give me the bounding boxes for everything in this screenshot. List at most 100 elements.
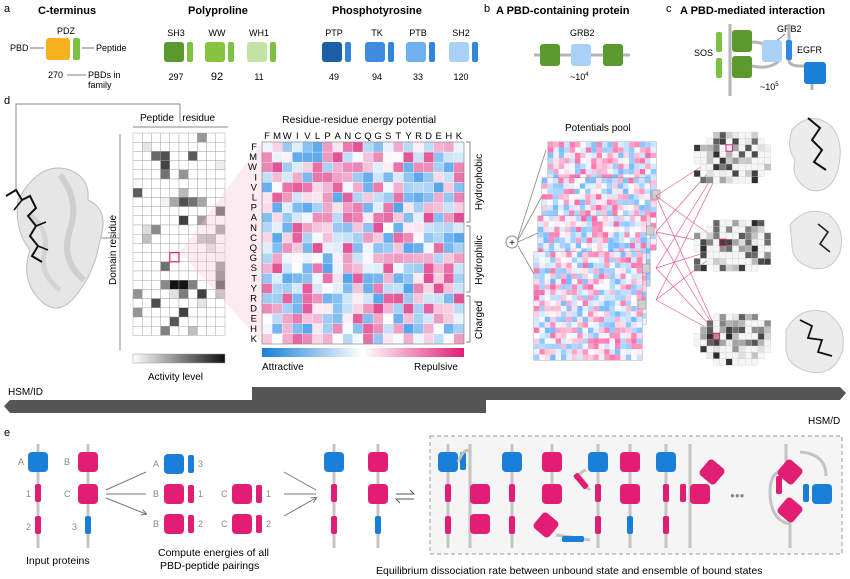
- pool-cell: [635, 237, 641, 243]
- pool-cell: [577, 311, 583, 317]
- small-map-cell: [725, 320, 733, 327]
- pool-cell: [555, 295, 561, 301]
- small-map-cell: [738, 163, 746, 171]
- pool-cell: [566, 268, 572, 274]
- energy-cell: [282, 242, 293, 254]
- pool-cell: [564, 142, 570, 148]
- energy-cell: [282, 333, 293, 345]
- pool-cell: [550, 262, 556, 269]
- activity-cell: [206, 298, 217, 309]
- energy-cell: [302, 212, 313, 223]
- activity-cell: [160, 326, 171, 336]
- pool-cell: [640, 318, 646, 324]
- activity-cell: [187, 298, 198, 309]
- small-map-cell: [706, 352, 714, 359]
- energy-cell: [443, 283, 455, 294]
- pool-cell: [550, 333, 556, 339]
- pool-cell: [604, 268, 610, 274]
- grb2-count-c: ~105: [760, 82, 779, 92]
- pool-cell: [588, 354, 594, 360]
- energy-cell: [342, 242, 354, 254]
- pool-cell: [615, 306, 621, 312]
- energy-cell: [322, 242, 333, 254]
- pool-cell: [629, 169, 635, 175]
- energy-cell: [383, 212, 394, 223]
- energy-cell: [322, 222, 333, 234]
- pool-cell: [645, 152, 651, 159]
- energy-cell: [271, 212, 283, 223]
- pool-cell: [544, 354, 551, 360]
- pool-cell: [636, 252, 642, 258]
- pool-cell: [581, 243, 587, 249]
- pool-cell: [644, 259, 650, 265]
- small-map-cell: [713, 258, 720, 265]
- pool-cell: [620, 295, 626, 301]
- small-map-cell: [745, 245, 752, 253]
- pool-cell: [639, 205, 645, 211]
- pool-cell: [586, 232, 592, 238]
- row-label-E: E: [251, 314, 257, 325]
- energy-cell: [423, 323, 434, 335]
- pool-cell: [555, 327, 561, 333]
- pair-label-2b: 2: [266, 519, 271, 529]
- pool-cell: [575, 158, 581, 164]
- energy-cell: [312, 141, 323, 153]
- activity-cell: [169, 289, 180, 299]
- peptide-label: Peptide: [96, 43, 127, 53]
- energy-cell: [433, 242, 444, 254]
- small-map-cell: [713, 352, 720, 359]
- energy-cell: [332, 293, 343, 304]
- pool-cell: [604, 289, 610, 296]
- pool-cell: [604, 343, 610, 350]
- pool-cell: [544, 311, 551, 317]
- energy-cell: [282, 303, 293, 314]
- col-label-I: I: [296, 131, 299, 142]
- pool-cell: [636, 268, 642, 274]
- energy-cell: [393, 162, 404, 173]
- panel-letter-e: e: [4, 427, 10, 439]
- pool-cell: [565, 221, 571, 227]
- energy-cell: [453, 303, 465, 314]
- activity-cell: [141, 141, 152, 152]
- egfr-backbone: [787, 24, 814, 90]
- small-map-cell: [738, 352, 746, 359]
- activity-cell: [141, 289, 152, 299]
- pool-cell: [570, 243, 576, 249]
- activity-cell: [197, 178, 207, 189]
- activity-cell: [206, 326, 217, 336]
- pool-cell: [577, 349, 583, 355]
- pool-cell: [575, 163, 581, 169]
- peptide-sh3: [187, 42, 193, 62]
- panel-letter-d: d: [4, 95, 10, 107]
- domain-tk: [365, 42, 385, 62]
- energy-cell: [292, 172, 303, 183]
- small-map-cell: [738, 326, 746, 334]
- pair-b2-domain: [164, 514, 184, 534]
- bound3-1: [595, 484, 601, 502]
- small-map-cell: [693, 239, 701, 246]
- pool-cell: [596, 147, 602, 153]
- energy-cell: [312, 303, 323, 314]
- small-map-cell: [764, 345, 771, 353]
- activity-cell: [151, 270, 161, 281]
- energy-cell: [271, 162, 283, 173]
- activity-cell: [197, 132, 207, 143]
- activity-cell: [187, 169, 198, 180]
- pool-cell: [602, 237, 609, 243]
- pool-cell: [598, 333, 605, 339]
- pool-cell: [588, 268, 594, 274]
- small-map-cell: [719, 358, 727, 366]
- small-map-cell: [725, 333, 733, 340]
- energy-cell: [261, 242, 273, 254]
- pool-cell: [563, 194, 569, 200]
- pool-cell: [539, 279, 545, 285]
- pool-cell: [574, 188, 580, 195]
- pool-cell: [606, 194, 613, 200]
- pool-cell: [613, 237, 619, 243]
- energy-cell: [403, 172, 414, 183]
- pool-cell: [539, 311, 545, 317]
- domain-a: [28, 452, 48, 472]
- pool-cell: [604, 252, 610, 258]
- small-map-cell: [706, 226, 714, 233]
- activity-cell: [206, 132, 217, 143]
